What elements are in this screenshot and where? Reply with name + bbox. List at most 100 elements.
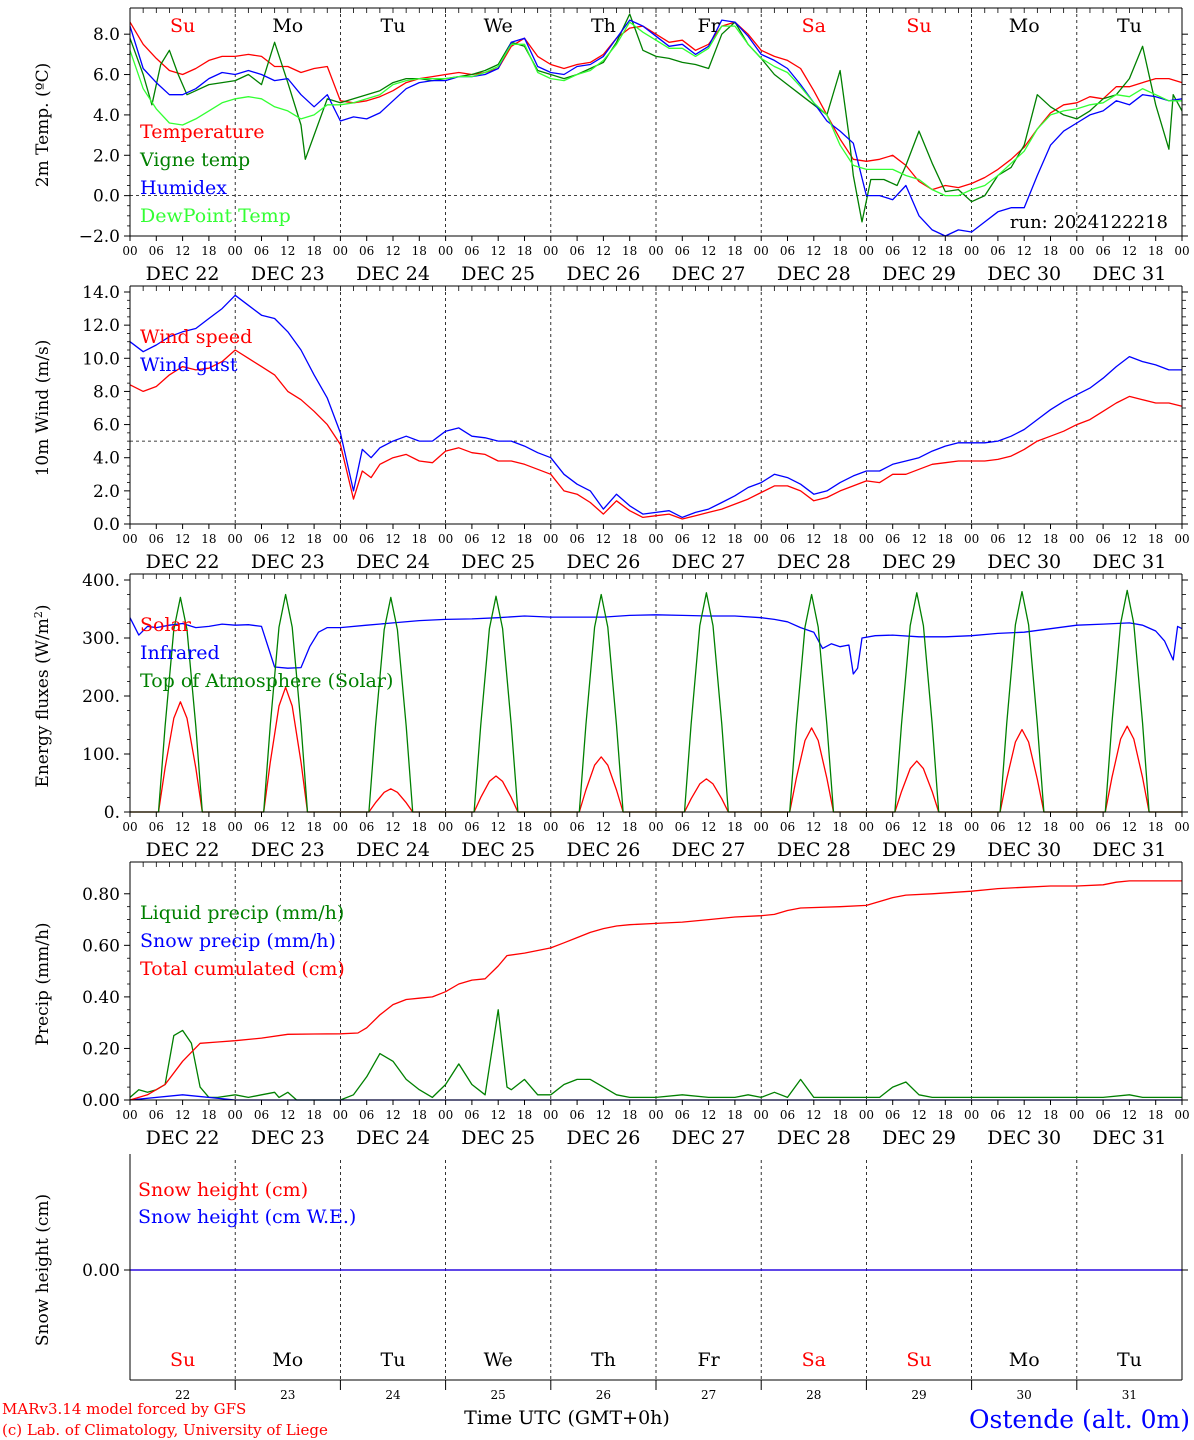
x-hour-label: 06 [149,820,164,834]
x-hour-label: 18 [412,820,427,834]
x-hour-label: 18 [727,244,742,258]
x-hour-label: 12 [1017,244,1032,258]
day-number-label: 24 [385,1388,401,1402]
day-of-week-label: Tu [381,15,406,37]
day-of-week-label: Mo [272,15,303,37]
y-axis-title: 2m Temp. (ºC) [33,63,53,188]
x-hour-label: 12 [911,244,926,258]
x-hour-label: 18 [727,532,742,546]
x-hour-label: 18 [622,820,637,834]
x-hour-label: 12 [911,820,926,834]
x-date-label: DEC 28 [777,839,851,861]
y-tick-label: 8.0 [93,25,120,45]
x-date-label: DEC 27 [672,263,746,285]
x-hour-label: 12 [385,820,400,834]
x-axis-title: Time UTC (GMT+0h) [464,1407,670,1429]
x-hour-label: 06 [990,244,1005,258]
x-hour-label: 18 [1148,244,1163,258]
y-axis-title: Precip (mm/h) [33,922,53,1045]
x-hour-label: 00 [754,532,769,546]
x-hour-label: 00 [1174,1108,1189,1122]
x-hour-label: 06 [464,532,479,546]
x-hour-label: 18 [832,244,847,258]
day-of-week-label: Mo [1009,1349,1040,1371]
y-tick-label: 0.80 [82,885,120,905]
x-date-label: DEC 25 [461,839,535,861]
y-tick-label: 200. [82,687,120,707]
x-hour-label: 18 [622,244,637,258]
x-hour-label: 12 [911,532,926,546]
x-hour-label: 12 [1122,820,1137,834]
x-date-label: DEC 23 [251,1127,325,1149]
x-hour-label: 06 [359,244,374,258]
y-tick-label: 100. [82,745,120,765]
y-tick-label: 10.0 [82,349,120,369]
y-tick-label: −2.0 [79,227,120,247]
x-hour-label: 00 [859,244,874,258]
x-hour-label: 00 [122,820,137,834]
x-hour-label: 12 [596,820,611,834]
y-tick-label: 0.0 [93,515,120,535]
x-date-label: DEC 31 [1092,1127,1166,1149]
x-hour-label: 00 [648,820,663,834]
y-tick-label: 0.20 [82,1039,120,1059]
x-hour-label: 18 [938,820,953,834]
x-hour-label: 18 [832,820,847,834]
x-date-label: DEC 22 [146,551,220,573]
x-hour-label: 12 [491,244,506,258]
x-date-label: DEC 30 [987,1127,1061,1149]
x-hour-label: 18 [622,532,637,546]
x-hour-label: 00 [648,244,663,258]
x-hour-label: 12 [280,532,295,546]
x-date-label: DEC 23 [251,839,325,861]
day-of-week-label: We [484,1349,513,1371]
x-hour-label: 06 [149,244,164,258]
x-hour-label: 00 [648,532,663,546]
x-hour-label: 18 [517,532,532,546]
day-of-week-label: Tu [1117,1349,1142,1371]
x-date-label: DEC 30 [987,551,1061,573]
day-number-label: 25 [491,1388,506,1402]
x-hour-label: 18 [412,244,427,258]
x-date-label: DEC 29 [882,839,956,861]
x-hour-label: 06 [569,244,584,258]
x-hour-label: 18 [201,1108,216,1122]
x-hour-label: 18 [306,532,321,546]
x-hour-label: 00 [543,244,558,258]
x-hour-label: 00 [333,1108,348,1122]
x-hour-label: 06 [675,1108,690,1122]
x-hour-label: 00 [1069,1108,1084,1122]
legend-label: Top of Atmosphere (Solar) [140,670,393,692]
x-hour-label: 06 [675,244,690,258]
labels: 8.0 6.0 4.0 2.0 0.0 −2.0 2m Temp. (ºC) Temperat… [32,15,1190,1402]
x-hour-label: 12 [1017,820,1032,834]
x-date-label: DEC 23 [251,263,325,285]
x-date-label: DEC 27 [672,1127,746,1149]
x-hour-label: 00 [1174,532,1189,546]
day-number-label: 31 [1122,1388,1137,1402]
x-hour-label: 06 [569,532,584,546]
x-hour-label: 00 [543,820,558,834]
y-tick-label: 0.0 [93,187,120,207]
x-hour-label: 12 [491,1108,506,1122]
x-hour-label: 12 [806,820,821,834]
x-hour-label: 06 [569,820,584,834]
x-hour-label: 06 [885,532,900,546]
y-axis-title: Energy fluxes (W/m2) [32,604,54,787]
day-of-week-label: Fr [697,15,720,37]
x-date-label: DEC 23 [251,551,325,573]
day-number-label: 27 [701,1388,716,1402]
legend-label: Temperature [140,121,264,143]
day-number-label: 28 [806,1388,821,1402]
x-hour-label: 12 [911,1108,926,1122]
x-hour-label: 18 [1148,532,1163,546]
legend-label: Total cumulated (cm) [140,958,345,980]
x-date-label: DEC 26 [566,551,640,573]
run-label: run: 2024122218 [1010,212,1168,233]
x-date-label: DEC 25 [461,1127,535,1149]
x-date-label: DEC 24 [356,551,430,573]
x-hour-label: 18 [1043,1108,1058,1122]
x-hour-label: 18 [306,1108,321,1122]
x-date-label: DEC 26 [566,1127,640,1149]
day-number-label: 22 [175,1388,190,1402]
